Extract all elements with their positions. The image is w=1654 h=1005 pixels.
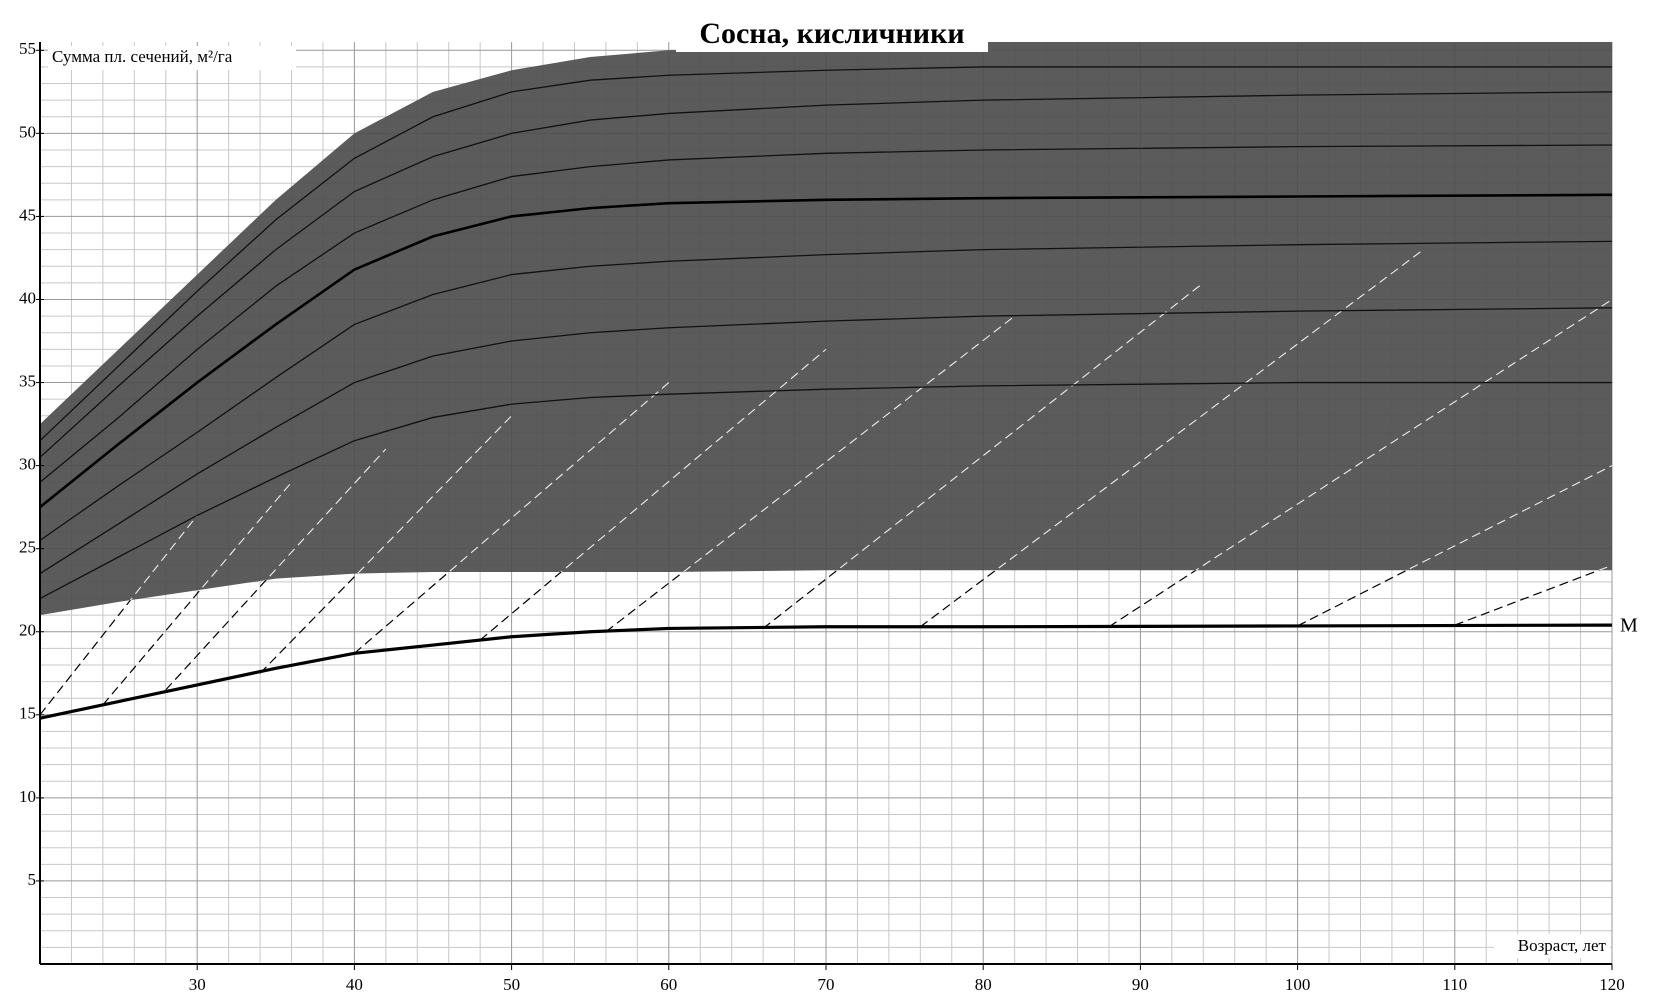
- x-tick-label: 80: [975, 975, 992, 994]
- y-tick-label: 5: [28, 870, 37, 889]
- series-line: [39, 240, 1613, 541]
- dashed-line-light: [40, 515, 198, 616]
- y-tick-label: 50: [19, 122, 36, 141]
- y-tick-label: 35: [19, 371, 36, 390]
- series-line: [39, 307, 1613, 575]
- series-line: [39, 381, 1612, 600]
- x-tick-label: 40: [346, 975, 363, 994]
- y-tick-label: 10: [19, 787, 36, 806]
- shaded-area: [40, 42, 1612, 616]
- x-tick-label: 120: [1599, 975, 1625, 994]
- x-tick-label: 90: [1132, 975, 1149, 994]
- y-tick-label: 45: [19, 205, 36, 224]
- x-tick-label: 30: [189, 975, 206, 994]
- series-line: [39, 623, 1613, 720]
- x-tick-label: 50: [503, 975, 520, 994]
- x-tick-label: 100: [1285, 975, 1311, 994]
- series-label: М: [1620, 615, 1638, 637]
- dashed-line-light: [919, 249, 1424, 616]
- dashed-line-light: [165, 448, 387, 616]
- xlabel-box: [1494, 934, 1610, 958]
- title-box: [676, 18, 988, 52]
- y-tick-label: 15: [19, 704, 36, 723]
- dashed-line: [1454, 564, 1613, 626]
- x-tick-label: 70: [818, 975, 835, 994]
- x-axis-label: Возраст, лет: [1518, 936, 1607, 955]
- y-tick-label: 40: [19, 288, 36, 307]
- series-line: [39, 193, 1613, 509]
- y-axis-label: Сумма пл. сечений, м²/га: [52, 47, 233, 66]
- chart-title: Сосна, кисличники: [699, 17, 964, 50]
- dashed-line-light: [762, 282, 1204, 616]
- x-tick-label: 110: [1442, 975, 1467, 994]
- y-tick-label: 55: [19, 39, 36, 58]
- ylabel-box: [48, 46, 296, 70]
- series-line: [39, 66, 1612, 442]
- y-tick-label: 25: [19, 538, 36, 557]
- dashed-line-light: [259, 415, 513, 616]
- series-line: [39, 91, 1613, 458]
- series-line: [39, 144, 1613, 483]
- y-tick-label: 20: [19, 621, 36, 640]
- x-tick-label: 60: [660, 975, 677, 994]
- y-tick-label: 30: [19, 455, 36, 474]
